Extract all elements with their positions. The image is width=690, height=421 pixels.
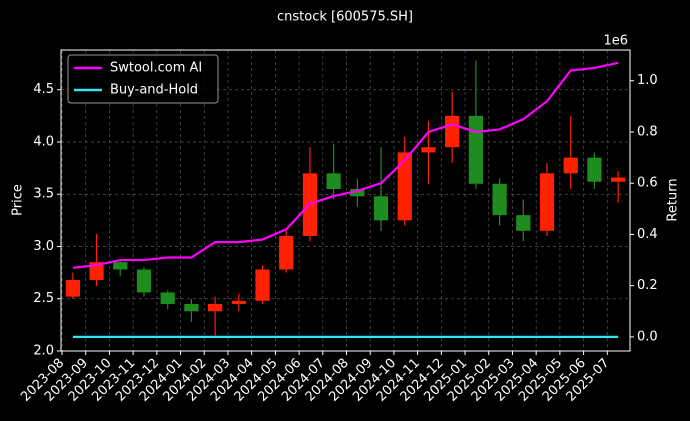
candle-body <box>326 173 341 190</box>
candle-body <box>539 173 555 231</box>
candle-body <box>587 157 602 182</box>
y-tick-label: 2.5 <box>33 291 54 306</box>
y-tick-label: 4.0 <box>33 134 54 149</box>
y-axis-label: Price <box>11 184 26 216</box>
y2-tick-label: 0.8 <box>637 124 658 139</box>
candle-body <box>136 269 152 293</box>
candle-body <box>113 262 128 270</box>
candle-body <box>207 303 223 312</box>
candle-body <box>350 189 365 197</box>
y-tick-label: 2.0 <box>33 344 54 359</box>
candle-body <box>184 303 199 312</box>
legend-box <box>67 54 219 104</box>
y2-axis-label: Return <box>666 178 681 221</box>
candle-body <box>397 152 412 221</box>
candle-body <box>563 157 578 174</box>
y2-tick-label: 0.6 <box>637 176 658 191</box>
chart-title: cnstock [600575.SH] <box>277 10 413 25</box>
candle-body <box>421 147 436 153</box>
candle-body <box>160 292 175 304</box>
candle-body <box>445 115 460 148</box>
y2-offset-label: 1e6 <box>603 34 628 49</box>
plot-frame <box>60 49 631 352</box>
candle-body <box>468 115 484 184</box>
candle-body <box>255 269 270 301</box>
y2-tick-label: 1.0 <box>637 73 658 88</box>
candle-body <box>373 196 389 221</box>
legend-label: Buy-and-Hold <box>110 83 198 98</box>
y2-tick-label: 0.2 <box>637 278 658 293</box>
candle-body <box>279 236 294 270</box>
candle-body <box>516 215 531 231</box>
legend-label: Swtool.com AI <box>110 61 202 76</box>
series-line <box>72 61 619 269</box>
y-tick-label: 3.5 <box>33 187 54 202</box>
candle-body <box>65 279 80 297</box>
candle-body <box>231 300 246 304</box>
y2-tick-label: 0.0 <box>637 329 658 344</box>
y2-tick-label: 0.4 <box>637 227 658 242</box>
y-tick-label: 3.0 <box>33 239 54 254</box>
y-tick-label: 4.5 <box>33 82 54 97</box>
candle-body <box>611 177 626 182</box>
candle-body <box>492 183 507 216</box>
